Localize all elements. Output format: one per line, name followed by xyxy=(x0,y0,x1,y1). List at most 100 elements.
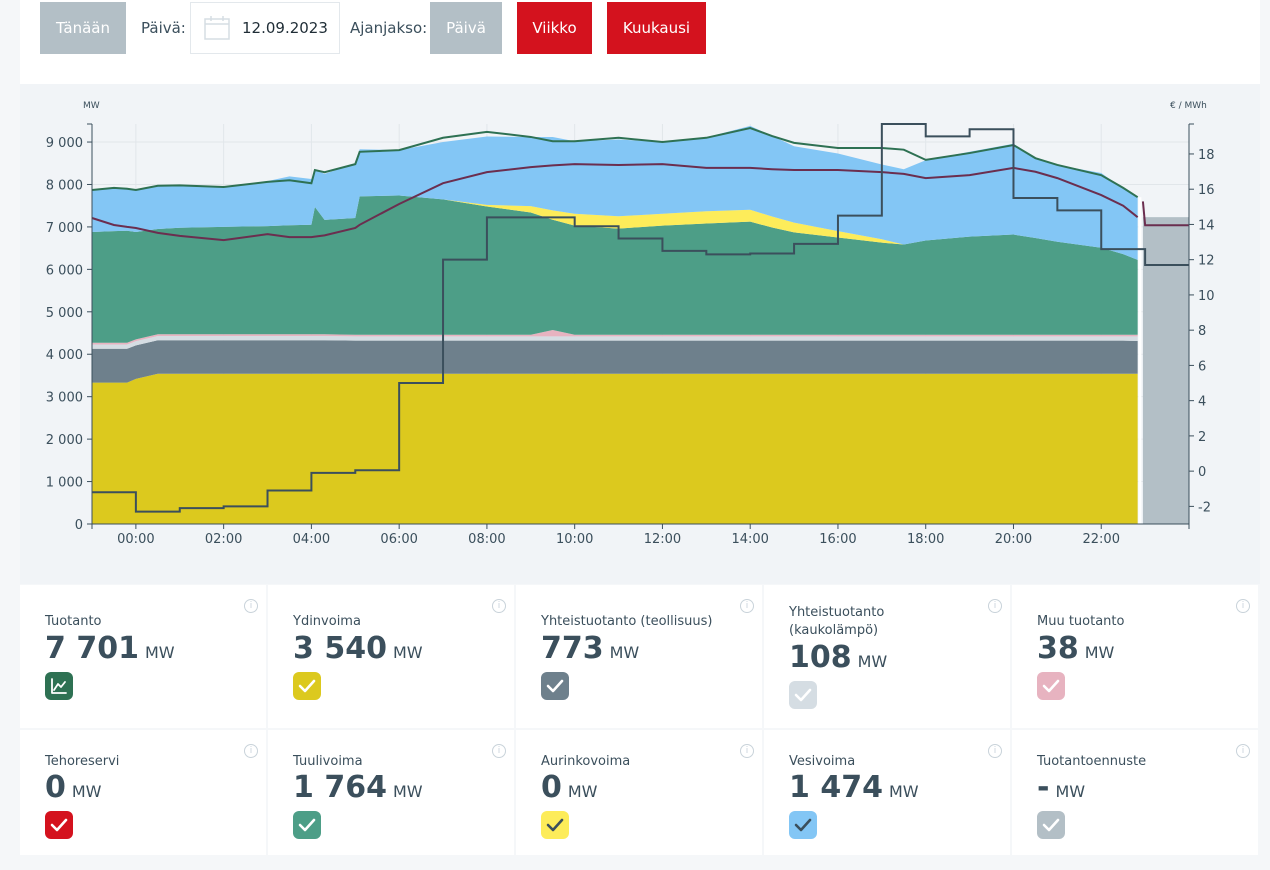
x-tick-label: 02:00 xyxy=(205,532,242,547)
checkbox-checked-icon xyxy=(1042,818,1060,832)
card-value-unit: MW xyxy=(1055,782,1086,801)
checkbox-checked-icon xyxy=(546,679,564,693)
series-toggle-checkbox[interactable] xyxy=(1037,672,1065,700)
series-toggle-checkbox[interactable] xyxy=(541,672,569,700)
x-tick-label: 16:00 xyxy=(819,532,856,547)
series-toggle-checkbox[interactable] xyxy=(293,672,321,700)
period-week-button[interactable]: Viikko xyxy=(517,2,592,54)
series-toggle-checkbox[interactable] xyxy=(541,811,569,839)
card-value-unit: MW xyxy=(857,652,888,671)
period-label: Ajanjakso: xyxy=(350,19,428,37)
today-button[interactable]: Tänään xyxy=(40,2,126,54)
period-month-button[interactable]: Kuukausi xyxy=(607,2,706,54)
summary-card: i Muu tuotanto 38 MW xyxy=(1012,585,1258,728)
card-value: 7 701 MW xyxy=(45,631,175,666)
y-tick-label: 3 000 xyxy=(46,391,83,406)
y2-tick-label: 6 xyxy=(1198,359,1206,374)
info-icon[interactable]: i xyxy=(244,744,258,758)
y-tick-label: 4 000 xyxy=(46,348,83,363)
y2-tick-label: 10 xyxy=(1198,289,1215,304)
info-icon[interactable]: i xyxy=(1236,744,1250,758)
area-wind xyxy=(92,195,1138,343)
info-icon[interactable]: i xyxy=(244,599,258,613)
y2-tick-label: 2 xyxy=(1198,430,1206,445)
card-value: 108 MW xyxy=(789,640,887,675)
line-consumption_line xyxy=(91,163,1139,242)
period-day-button[interactable]: Päivä xyxy=(430,2,502,54)
card-value: 0 MW xyxy=(541,770,598,805)
area-solar xyxy=(92,195,1138,260)
x-tick-label: 14:00 xyxy=(731,532,768,547)
summary-card: i Yhteistuotanto (teollisuus) 773 MW xyxy=(516,585,762,728)
card-value-unit: MW xyxy=(1084,643,1115,662)
y2-axis-unit: € / MWh xyxy=(1170,101,1207,111)
info-icon[interactable]: i xyxy=(1236,599,1250,613)
card-value-unit: MW xyxy=(888,782,919,801)
x-tick-label: 12:00 xyxy=(644,532,681,547)
card-value-number: 0 xyxy=(541,770,562,805)
y2-tick-label: 18 xyxy=(1198,148,1215,163)
info-icon[interactable]: i xyxy=(988,744,1002,758)
series-toggle-checkbox[interactable] xyxy=(789,681,817,709)
area-chp_industry xyxy=(92,340,1138,383)
date-picker-field[interactable]: 12.09.2023 xyxy=(190,2,340,54)
series-toggle-checkbox[interactable] xyxy=(789,811,817,839)
card-value-unit: MW xyxy=(144,643,175,662)
series-toggle-checkbox[interactable] xyxy=(45,811,73,839)
card-title: Tuulivoima xyxy=(293,754,363,769)
checkbox-checked-icon xyxy=(1042,679,1060,693)
production-toggle[interactable] xyxy=(45,672,73,700)
checkbox-checked-icon xyxy=(298,679,316,693)
card-value-unit: MW xyxy=(71,782,102,801)
x-tick-label: 04:00 xyxy=(293,532,330,547)
info-icon[interactable]: i xyxy=(740,599,754,613)
info-icon[interactable]: i xyxy=(740,744,754,758)
card-value-number: 38 xyxy=(1037,631,1079,666)
card-value-number: 1 474 xyxy=(789,770,883,805)
card-value-number: 1 764 xyxy=(293,770,387,805)
forecast-bar xyxy=(1142,217,1189,524)
x-tick-label: 10:00 xyxy=(556,532,593,547)
x-tick-label: 06:00 xyxy=(380,532,417,547)
stacked-areas xyxy=(92,125,1138,524)
card-value-unit: MW xyxy=(609,643,640,662)
card-value-number: 3 540 xyxy=(293,631,387,666)
card-value: 3 540 MW xyxy=(293,631,423,666)
y-tick-label: 7 000 xyxy=(46,221,83,236)
card-value-number: 773 xyxy=(541,631,604,666)
info-icon[interactable]: i xyxy=(988,599,1002,613)
summary-card: i Tuulivoima 1 764 MW xyxy=(268,730,514,855)
date-label: Päivä: xyxy=(141,19,186,37)
info-icon[interactable]: i xyxy=(492,744,506,758)
summary-card: i Aurinkovoima 0 MW xyxy=(516,730,762,855)
card-value: 1 764 MW xyxy=(293,770,423,805)
x-tick-label: 00:00 xyxy=(117,532,154,547)
y-tick-label: 8 000 xyxy=(46,178,83,193)
summary-card: i Tuotantoennuste - MW xyxy=(1012,730,1258,855)
summary-card: i Ydinvoima 3 540 MW xyxy=(268,585,514,728)
forecast-area xyxy=(1138,197,1189,524)
summary-card: i Yhteistuotanto (kaukolämpö) 108 MW xyxy=(764,585,1010,728)
x-tick-label: 22:00 xyxy=(1083,532,1120,547)
line-price xyxy=(92,123,1189,513)
card-value-unit: MW xyxy=(392,782,423,801)
y2-tick-label: 16 xyxy=(1198,183,1215,198)
y2-tick-label: 8 xyxy=(1198,324,1206,339)
series-toggle-checkbox[interactable] xyxy=(293,811,321,839)
checkbox-checked-icon xyxy=(298,818,316,832)
card-value-number: 0 xyxy=(45,770,66,805)
card-value: 38 MW xyxy=(1037,631,1114,666)
checkbox-checked-icon xyxy=(50,818,68,832)
info-icon[interactable]: i xyxy=(492,599,506,613)
card-title: Aurinkovoima xyxy=(541,754,631,769)
checkbox-checked-icon xyxy=(794,688,812,702)
card-title: Tuotanto xyxy=(45,614,102,629)
card-value: 1 474 MW xyxy=(789,770,919,805)
card-value-number: 7 701 xyxy=(45,631,139,666)
line-consumption-forecast xyxy=(1141,201,1189,227)
card-value-number: - xyxy=(1037,770,1050,805)
y-tick-label: 9 000 xyxy=(46,136,83,151)
series-toggle-checkbox[interactable] xyxy=(1037,811,1065,839)
